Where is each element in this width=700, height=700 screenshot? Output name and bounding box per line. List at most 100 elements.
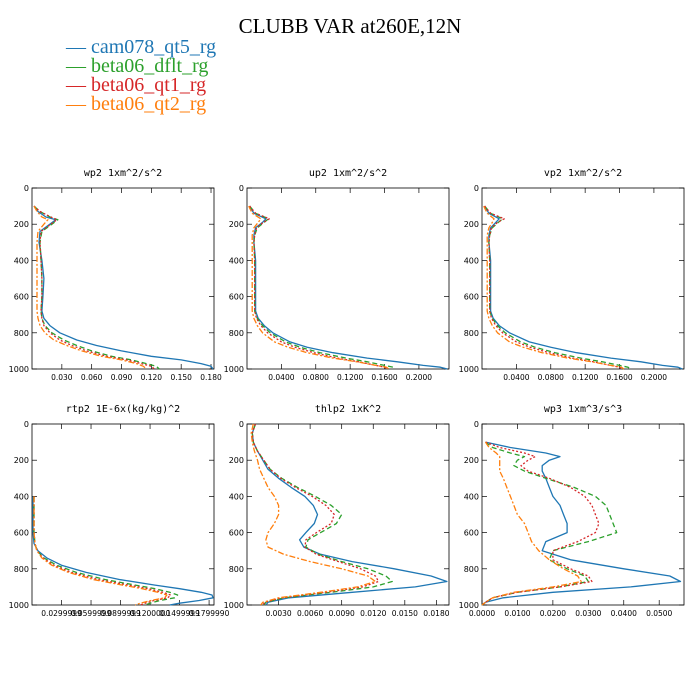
legend-item-beta06-qt1-rg: — beta06_qt1_rg	[66, 74, 216, 96]
y-tick-label: 400	[464, 492, 479, 501]
x-tick-label: 0.0060	[297, 609, 323, 618]
series-line-cam078-qt5-rg	[33, 205, 214, 370]
y-tick-label: 800	[14, 565, 29, 574]
legend-swatch: —	[66, 36, 91, 58]
x-tick-label: 0.1600	[606, 373, 632, 382]
x-tick-label: 0.0800	[303, 373, 329, 382]
series-line-beta06-dflt-rg	[249, 205, 396, 370]
series-line-cam078-qt5-rg	[249, 205, 448, 370]
series-line-cam078-qt5-rg	[481, 441, 682, 606]
series-line-beta06-dflt-rg	[33, 496, 179, 606]
y-tick-label: 400	[229, 256, 244, 265]
y-tick-label: 600	[229, 529, 244, 538]
y-tick-label: 200	[14, 456, 29, 465]
x-tick-label: 0.0500	[646, 609, 672, 618]
y-tick-label: 800	[229, 329, 244, 338]
x-tick-label: 0.1200000	[130, 609, 171, 618]
y-tick-label: 400	[14, 492, 29, 501]
panel-title: wp2 1xm^2/s^2	[84, 168, 162, 179]
y-tick-label: 600	[229, 293, 244, 302]
legend-label: beta06_qt1_rg	[91, 74, 207, 96]
y-tick-label: 600	[14, 529, 29, 538]
y-tick-label: 1000	[459, 365, 479, 374]
x-tick-label: 0.1499999	[159, 609, 200, 618]
series-line-beta06-qt2-rg	[248, 205, 390, 370]
panel-title: thlp2 1xK^2	[315, 404, 381, 415]
x-tick-label: 0.0400	[503, 373, 529, 382]
legend-swatch: —	[66, 93, 91, 115]
x-tick-label: 0.180	[200, 373, 222, 382]
x-tick-label: 0.030	[51, 373, 73, 382]
x-tick-label: 0.0400	[268, 373, 294, 382]
y-tick-label: 600	[14, 293, 29, 302]
x-tick-label: 0.1600	[371, 373, 397, 382]
y-tick-label: 400	[14, 256, 29, 265]
y-tick-label: 600	[464, 293, 479, 302]
panel-title: rtp2 1E-6x(kg/kg)^2	[66, 404, 180, 415]
y-tick-label: 400	[229, 492, 244, 501]
legend-swatch: —	[66, 74, 91, 96]
x-tick-label: 0.0800	[538, 373, 564, 382]
panel-frame	[246, 423, 450, 606]
x-tick-label: 0.0300	[575, 609, 601, 618]
series-line-beta06-qt1-rg	[481, 441, 600, 606]
x-tick-label: 0.090	[111, 373, 133, 382]
y-tick-label: 1000	[9, 601, 29, 610]
panel-title: wp3 1xm^3/s^3	[544, 404, 622, 415]
panel-frame	[31, 423, 215, 606]
x-tick-label: 0.1200	[337, 373, 363, 382]
y-tick-label: 200	[464, 220, 479, 229]
legend-label: beta06_dflt_rg	[91, 55, 209, 77]
x-tick-label: 0.0400	[611, 609, 637, 618]
x-tick-label: 0.060	[81, 373, 103, 382]
series-line-beta06-qt1-rg	[484, 205, 623, 370]
legend-label: beta06_qt2_rg	[91, 93, 207, 115]
series-line-beta06-dflt-rg	[484, 205, 631, 370]
x-tick-label: 0.0180	[423, 609, 449, 618]
x-tick-label: 0.1799990	[189, 609, 230, 618]
y-tick-label: 0	[24, 420, 29, 429]
series-line-beta06-dflt-rg	[481, 441, 618, 606]
x-tick-label: 0.2000	[406, 373, 432, 382]
x-tick-label: 0.120	[141, 373, 163, 382]
series-line-beta06-qt2-rg	[481, 441, 582, 606]
x-tick-label: 0.0150	[392, 609, 418, 618]
y-tick-label: 800	[14, 329, 29, 338]
series-line-cam078-qt5-rg	[251, 423, 448, 606]
y-tick-label: 200	[464, 456, 479, 465]
y-tick-label: 1000	[224, 601, 244, 610]
legend-swatch: —	[66, 55, 91, 77]
x-tick-label: 0.0000	[469, 609, 495, 618]
y-tick-label: 200	[229, 220, 244, 229]
series-line-beta06-dflt-rg	[33, 205, 160, 370]
legend: — cam078_qt5_rg — beta06_dflt_rg — beta0…	[66, 36, 217, 115]
x-tick-label: 0.0030	[265, 609, 291, 618]
series-line-beta06-qt2-rg	[250, 423, 377, 606]
series-line-beta06-qt1-rg	[251, 423, 380, 606]
y-tick-label: 800	[229, 565, 244, 574]
panel-title: up2 1xm^2/s^2	[309, 168, 387, 179]
x-tick-label: 0.0899999	[100, 609, 141, 618]
legend-label: cam078_qt5_rg	[91, 36, 217, 58]
y-tick-label: 0	[474, 420, 479, 429]
legend-item-beta06-dflt-rg: — beta06_dflt_rg	[66, 55, 216, 77]
y-tick-label: 0	[24, 184, 29, 193]
series-line-cam078-qt5-rg	[32, 496, 214, 606]
legend-item-cam078-qt5-rg: — cam078_qt5_rg	[66, 36, 217, 58]
x-tick-label: 0.150	[170, 373, 192, 382]
y-tick-label: 800	[464, 565, 479, 574]
x-tick-label: 0.0200	[540, 609, 566, 618]
x-tick-label: 0.0299999	[41, 609, 82, 618]
y-tick-label: 1000	[224, 365, 244, 374]
y-tick-label: 400	[464, 256, 479, 265]
panel-frame	[481, 423, 685, 606]
y-tick-label: 200	[14, 220, 29, 229]
y-tick-label: 800	[464, 329, 479, 338]
legend-item-beta06-qt2-rg: — beta06_qt2_rg	[66, 93, 216, 115]
x-tick-label: 0.2000	[641, 373, 667, 382]
y-tick-label: 600	[464, 529, 479, 538]
x-tick-label: 0.0100	[504, 609, 530, 618]
figure-title: CLUBB VAR at260E,12N	[238, 14, 462, 38]
x-tick-label: 0.0090	[329, 609, 355, 618]
